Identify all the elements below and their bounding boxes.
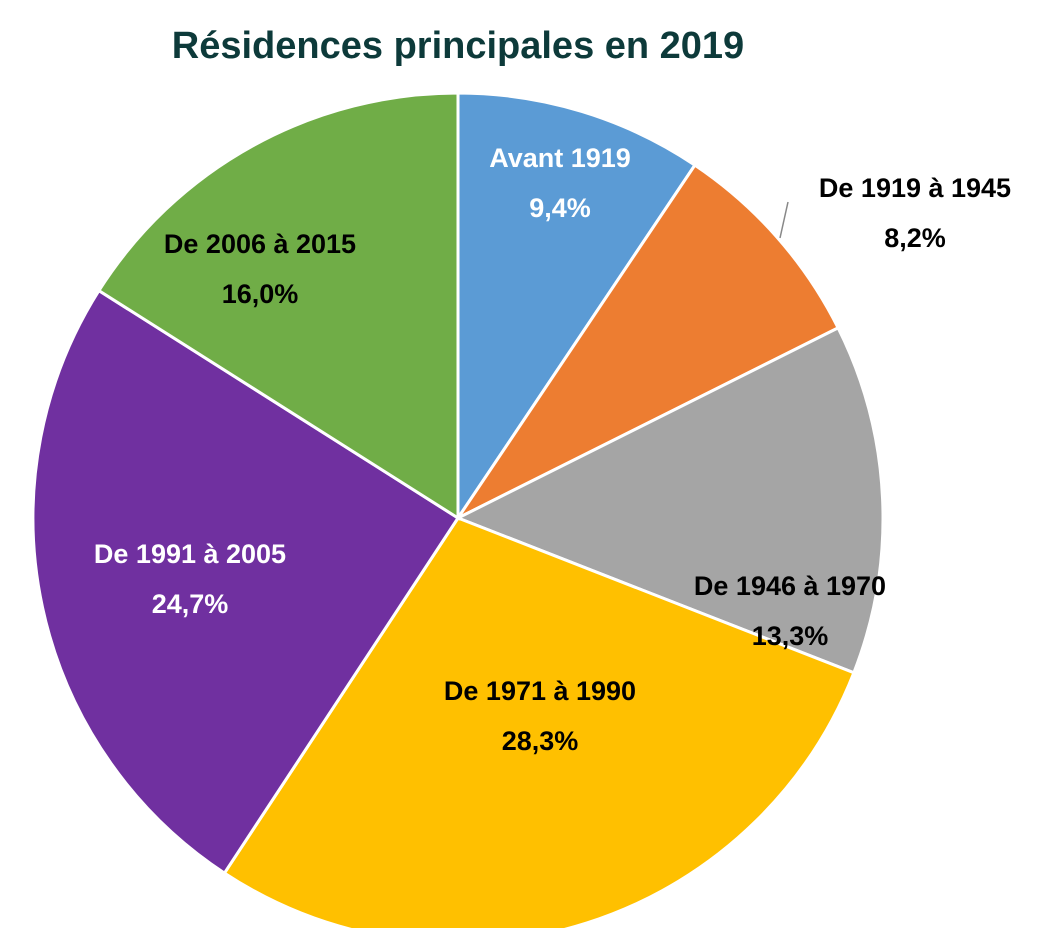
slice-value-label: 9,4% bbox=[529, 193, 591, 223]
slice-value-label: 13,3% bbox=[752, 621, 829, 651]
slice-value-label: 8,2% bbox=[884, 223, 946, 253]
slice-label: De 1919 à 1945 bbox=[819, 173, 1011, 203]
leader-line bbox=[779, 201, 789, 239]
slice-label: De 1946 à 1970 bbox=[694, 571, 886, 601]
chart-title: Résidences principales en 2019 bbox=[172, 25, 744, 67]
pie-slice bbox=[454, 325, 885, 675]
pie-slice bbox=[222, 516, 856, 928]
pie-slice bbox=[96, 91, 460, 521]
slice-label: Avant 1919 bbox=[489, 143, 631, 173]
slice-value-label: 16,0% bbox=[222, 279, 299, 309]
slice-label: De 1991 à 2005 bbox=[94, 539, 286, 569]
slice-label: De 1971 à 1990 bbox=[444, 676, 636, 706]
pie-slice bbox=[31, 288, 461, 876]
pie-slice bbox=[456, 91, 697, 523]
slice-label: De 2006 à 2015 bbox=[164, 229, 356, 259]
pie-slice bbox=[453, 163, 841, 522]
slice-value-label: 24,7% bbox=[152, 589, 229, 619]
slice-value-label: 28,3% bbox=[502, 726, 579, 756]
